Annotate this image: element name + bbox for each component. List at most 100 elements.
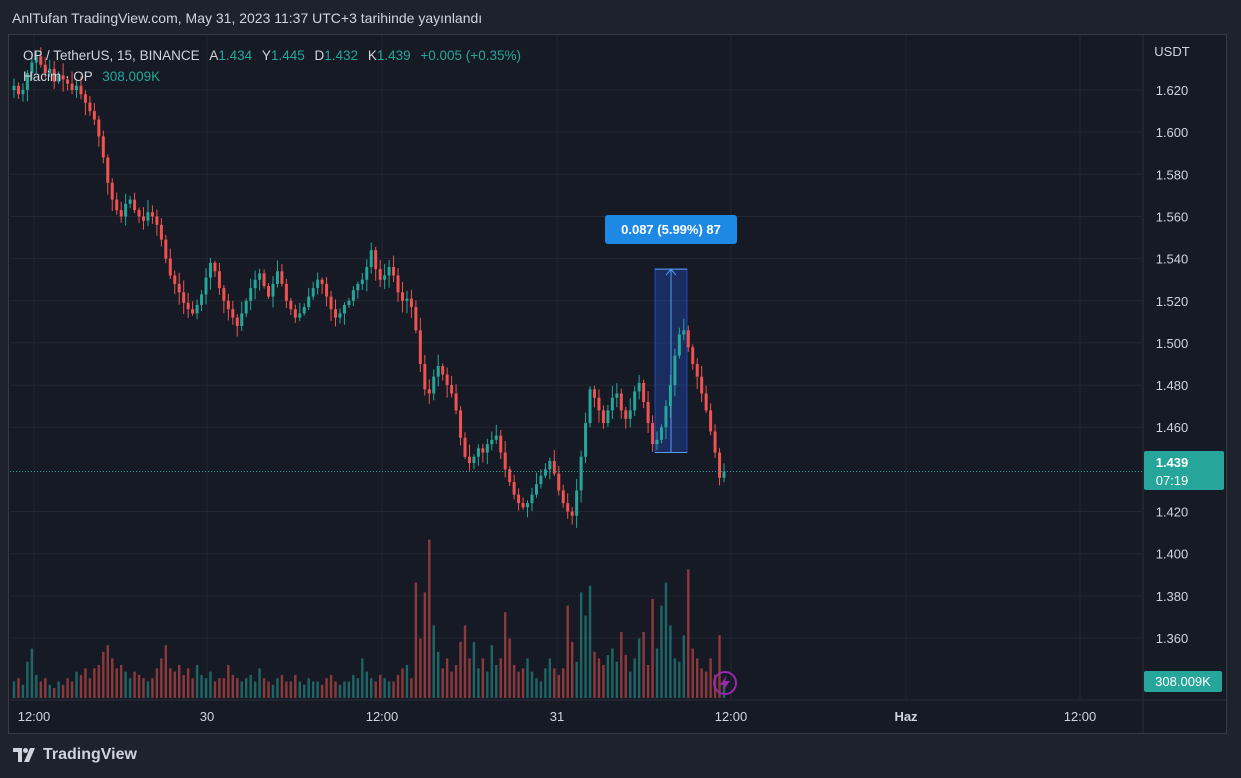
price-tick: 1.600 — [1156, 125, 1189, 140]
legend-volume-label[interactable]: Hacim · OP — [23, 69, 93, 84]
tradingview-logo[interactable]: TradingView — [13, 746, 137, 764]
candle-body — [200, 294, 204, 305]
candle-body — [204, 277, 208, 295]
candle-body — [311, 288, 315, 297]
candle-body — [655, 439, 659, 445]
candle-body — [668, 385, 672, 407]
volume-bar — [526, 658, 529, 698]
candle-body — [150, 212, 154, 217]
volume-bar — [374, 681, 377, 698]
price-axis-unit: USDT — [1154, 44, 1189, 59]
price-tick: 1.360 — [1156, 631, 1189, 646]
volume-bar — [570, 641, 574, 698]
candle-body — [494, 435, 498, 440]
candle-body — [610, 397, 614, 411]
volume-bar — [307, 678, 310, 698]
volume-bar — [521, 668, 525, 698]
volume-bar — [97, 665, 101, 698]
candle-body — [258, 273, 262, 280]
candle-body — [691, 347, 695, 364]
chart-frame[interactable] — [8, 34, 1227, 734]
volume-bar — [222, 678, 226, 698]
volume-bar — [253, 681, 257, 698]
volume-bar — [79, 674, 83, 698]
candle-body — [651, 423, 655, 445]
volume-bar — [481, 658, 485, 698]
candle-body — [450, 385, 454, 394]
countdown-value: 07:19 — [1156, 473, 1189, 488]
volume-bar — [539, 681, 543, 698]
candle-body — [262, 273, 266, 287]
volume-bar — [119, 665, 123, 698]
candle-body — [329, 296, 333, 310]
volume-bar — [35, 674, 38, 698]
volume-bar — [548, 658, 552, 698]
candle-body — [244, 300, 248, 314]
price-tick: 1.460 — [1156, 420, 1189, 435]
price-tick: 1.480 — [1156, 378, 1189, 393]
volume-bar — [722, 681, 726, 698]
candle-body — [222, 288, 226, 301]
candle-body — [606, 410, 610, 424]
candle-body — [52, 68, 56, 82]
volume-bar — [579, 592, 583, 698]
candle-body — [508, 469, 512, 483]
candle-body — [624, 410, 628, 419]
candle-body — [374, 250, 378, 270]
volume-bar — [111, 658, 114, 698]
candle-body — [25, 73, 29, 90]
volume-bar — [691, 648, 694, 698]
volume-bar — [338, 684, 342, 698]
legend-symbol[interactable]: OP / TetherUS, 15, BINANCE — [23, 48, 200, 63]
volume-bar — [602, 665, 605, 698]
volume-badge-value: 308.009K — [1155, 674, 1211, 689]
candle-body — [92, 111, 96, 120]
candle-body — [338, 313, 342, 318]
candle-body — [490, 439, 494, 445]
candle-body — [543, 469, 547, 476]
candle-body — [119, 210, 123, 217]
candle-body — [83, 94, 87, 103]
volume-bar — [472, 641, 476, 698]
volume-bar — [169, 668, 172, 698]
volume-bar — [182, 674, 185, 698]
volume-bar — [128, 678, 132, 698]
candle-body — [704, 393, 708, 411]
volume-bar — [245, 678, 248, 698]
candle-body — [387, 267, 391, 276]
volume-bar — [26, 661, 29, 698]
candle-body — [325, 283, 329, 297]
candle-body — [182, 292, 186, 303]
candle-body — [320, 279, 324, 284]
candle-body — [253, 279, 257, 289]
volume-bar — [606, 655, 610, 698]
brand-name: TradingView — [43, 746, 137, 763]
candle-body — [664, 406, 668, 428]
candle-body — [409, 298, 413, 308]
volume-bar — [544, 668, 547, 698]
candle-body — [133, 199, 137, 211]
candle-body — [271, 283, 275, 297]
candle-body — [57, 75, 61, 82]
volume-bar — [615, 661, 619, 698]
volume-bar — [12, 681, 16, 698]
candle-body — [213, 262, 217, 272]
price-tick: 1.580 — [1156, 167, 1189, 182]
candle-body — [436, 366, 440, 377]
volume-bar — [213, 681, 217, 698]
volume-bar — [620, 632, 623, 698]
volume-bar — [320, 684, 324, 698]
candle-body — [235, 317, 239, 327]
candle-body — [548, 460, 552, 470]
volume-bar — [637, 638, 641, 698]
candle-body — [682, 330, 686, 335]
candle-body — [646, 401, 650, 424]
candle-body — [302, 307, 306, 314]
price-tick: 1.540 — [1156, 252, 1189, 267]
candle-body — [110, 182, 114, 200]
lightning-icon[interactable] — [713, 671, 737, 695]
time-tick: 30 — [200, 709, 214, 724]
candle-body — [584, 423, 588, 457]
candle-body — [208, 262, 212, 278]
